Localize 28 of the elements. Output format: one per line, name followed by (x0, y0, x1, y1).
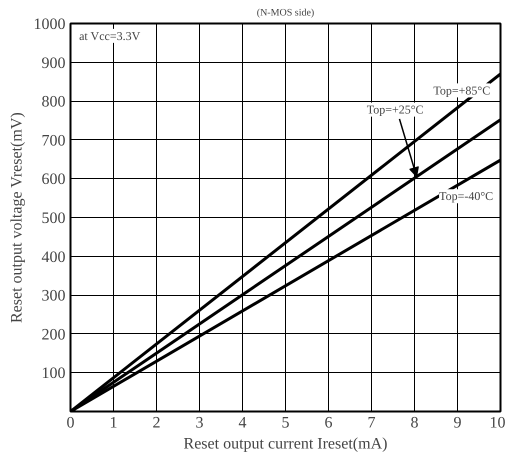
chart-title: (N-MOS side) (256, 8, 314, 18)
y-tick-label: 600 (42, 171, 66, 188)
x-axis-title: Reset output current Ireset(mA) (184, 436, 388, 452)
text: Top=+25°C (366, 102, 424, 117)
y-tick-label: 100 (42, 365, 66, 382)
y-tick-label: 1000 (34, 16, 66, 33)
x-tick-label: 4 (238, 414, 246, 432)
y-tick-label: 900 (42, 54, 66, 72)
x-tick-label: 1 (110, 414, 118, 432)
x-tick-label: 10 (490, 414, 505, 432)
series-label: Top=-40°C (439, 189, 494, 204)
y-tick-label: 800 (42, 94, 66, 111)
x-tick-label: 7 (368, 414, 376, 432)
y-axis-title: Reset output voltage Vreset(mV) (8, 112, 26, 323)
y-tick-label: 200 (42, 326, 66, 344)
y-tick-label: 700 (42, 132, 66, 150)
y-tick-label: 500 (42, 210, 66, 227)
x-tick-label: 2 (152, 414, 160, 432)
annotation: at Vcc=3.3V (79, 28, 141, 43)
x-tick-label: 5 (282, 414, 290, 432)
series-label: Top=+85°C (433, 83, 490, 98)
x-tick-label: 9 (454, 414, 462, 432)
x-tick-label: 6 (324, 414, 332, 432)
y-tick-label: 300 (42, 288, 66, 305)
y-tick-label: 400 (42, 248, 66, 266)
x-tick-label: 3 (196, 414, 204, 432)
x-tick-label: 8 (410, 414, 418, 432)
x-tick-label: 0 (66, 414, 74, 432)
